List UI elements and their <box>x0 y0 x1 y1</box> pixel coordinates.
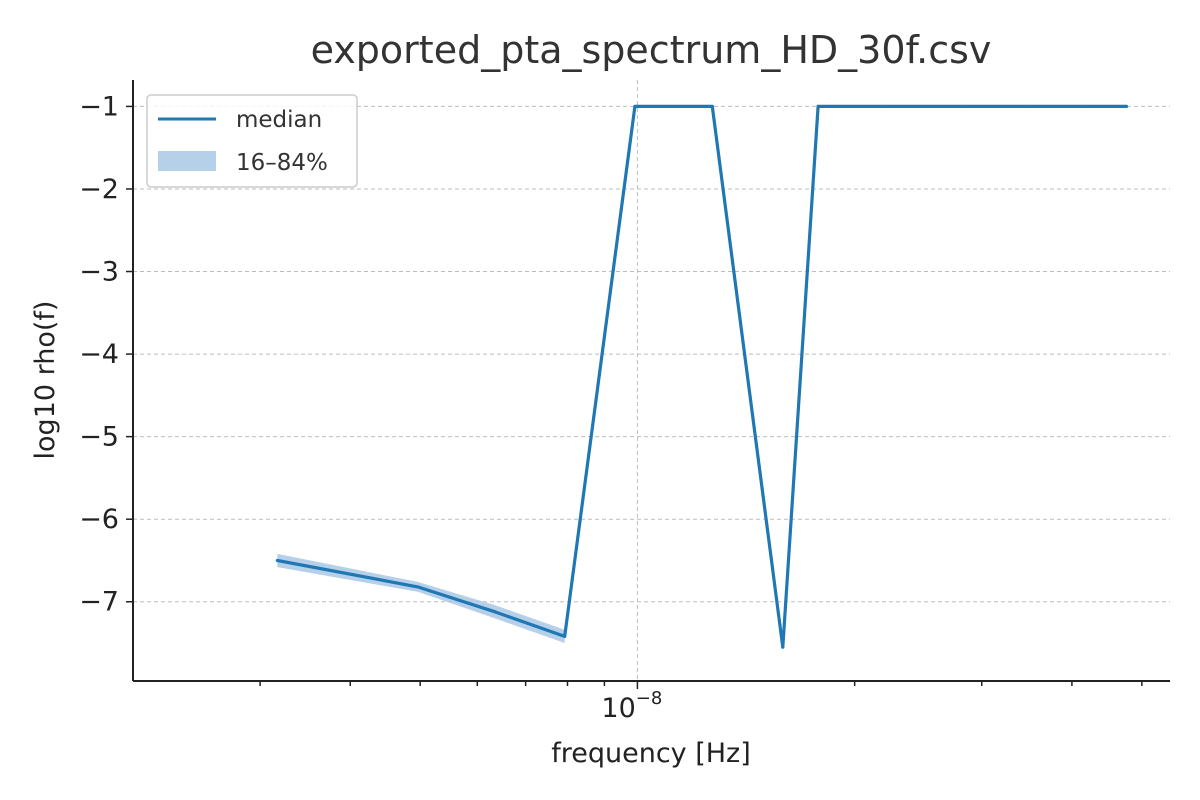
y-tick-label: −3 <box>79 257 119 288</box>
legend: median 16–84% <box>146 94 358 188</box>
y-tick-label: −6 <box>79 504 119 535</box>
median-point <box>1027 104 1031 108</box>
y-tick-label: −2 <box>79 174 119 205</box>
median-point <box>781 645 785 649</box>
median-point <box>275 558 279 562</box>
median-point <box>1080 104 1084 108</box>
x-axis-label: frequency [Hz] <box>551 738 751 769</box>
chart-title: exported_pta_spectrum_HD_30f.csv <box>311 28 992 72</box>
x-tick-label: 10−8 <box>601 688 662 724</box>
legend-median-label: median <box>236 107 322 133</box>
y-ticks: −1 −2 −3 −4 −5 −6 −7 <box>79 91 133 618</box>
median-point <box>416 585 420 589</box>
y-tick-label: −7 <box>79 587 119 618</box>
band-layer <box>277 553 565 643</box>
median-point <box>1124 104 1128 108</box>
median-point <box>563 634 567 638</box>
y-tick-label: −1 <box>79 91 119 122</box>
median-point <box>965 104 969 108</box>
median-point <box>493 610 497 614</box>
y-tick-label: −5 <box>79 422 119 453</box>
median-point <box>710 104 714 108</box>
median-point <box>885 104 889 108</box>
legend-band-swatch <box>158 151 216 171</box>
series-median-line <box>275 104 1129 649</box>
median-point <box>816 104 820 108</box>
grid <box>133 80 1170 681</box>
band-16-84 <box>277 553 565 643</box>
y-axis-label: log10 rho(f) <box>30 301 61 460</box>
y-tick-label: −4 <box>79 339 119 370</box>
median-point <box>633 104 637 108</box>
legend-band-label: 16–84% <box>236 150 328 176</box>
series-layer <box>275 104 1129 649</box>
x-ticks: 10−8 <box>259 681 1143 724</box>
